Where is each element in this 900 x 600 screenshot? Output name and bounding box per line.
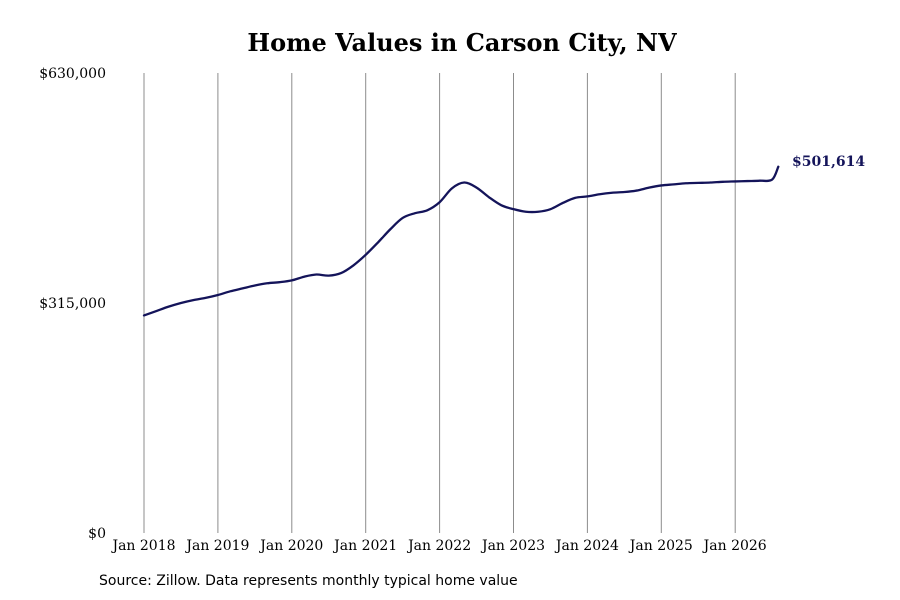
x-tick-label: Jan 2025: [628, 538, 693, 554]
y-tick-label: $630,000: [39, 66, 106, 82]
x-tick-label: Jan 2019: [184, 538, 249, 554]
chart-title: Home Values in Carson City, NV: [247, 28, 677, 57]
x-tick-label: Jan 2022: [406, 538, 471, 554]
y-tick-label: $315,000: [39, 296, 106, 312]
x-tick-label: Jan 2024: [554, 538, 619, 554]
gridlines: [143, 73, 736, 533]
y-axis-ticks: $0 $315,000 $630,000: [39, 66, 106, 542]
source-note: Source: Zillow. Data represents monthly …: [99, 573, 518, 589]
x-tick-label: Jan 2020: [258, 538, 323, 554]
y-tick-label: $0: [88, 526, 106, 542]
end-value-label: $501,614: [792, 154, 865, 170]
x-tick-label: Jan 2023: [480, 538, 545, 554]
x-tick-label: Jan 2021: [332, 538, 397, 554]
x-tick-label: Jan 2026: [702, 538, 767, 554]
x-axis-ticks: Jan 2018 Jan 2019 Jan 2020 Jan 2021 Jan 2022…: [110, 538, 766, 554]
series-layer: [142, 165, 780, 317]
x-tick-label: Jan 2018: [110, 538, 175, 554]
series-line: [142, 165, 780, 317]
